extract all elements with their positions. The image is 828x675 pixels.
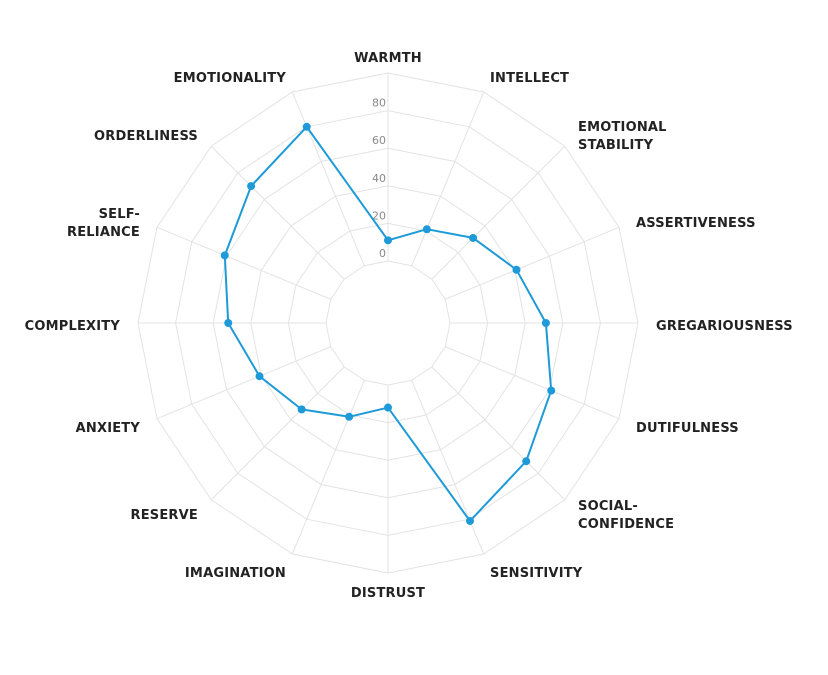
data-point[interactable] bbox=[345, 412, 354, 421]
data-point[interactable] bbox=[297, 405, 306, 414]
tick-label: 60 bbox=[372, 134, 386, 147]
axis-label: DISTRUST bbox=[351, 586, 425, 601]
axis-label: WARMTH bbox=[354, 51, 422, 66]
data-point[interactable] bbox=[220, 251, 229, 260]
axis-label: INTELLECT bbox=[490, 71, 569, 86]
axis-label: RESERVE bbox=[131, 508, 199, 523]
data-point[interactable] bbox=[384, 403, 392, 412]
grid-ring bbox=[325, 260, 451, 386]
grid-spoke bbox=[210, 145, 345, 280]
data-point[interactable] bbox=[522, 457, 531, 466]
axis-label: ASSERTIVENESS bbox=[636, 216, 756, 231]
data-point[interactable] bbox=[547, 386, 556, 395]
data-point[interactable] bbox=[302, 122, 311, 131]
grid-spoke bbox=[291, 380, 365, 555]
axis-label: EMOTIONAL STABILITY bbox=[578, 120, 667, 153]
data-point[interactable] bbox=[422, 225, 431, 234]
axis-label: SELF-RELIANCE bbox=[67, 207, 140, 240]
axis-label: ORDERLINESS bbox=[94, 129, 198, 144]
grid-spoke bbox=[156, 226, 331, 300]
axis-label: ANXIETY bbox=[76, 421, 141, 436]
axis-label: GREGARIOUSNESS bbox=[656, 319, 793, 334]
grid-spoke bbox=[210, 366, 345, 501]
tick-label: 0 bbox=[379, 247, 386, 260]
data-point[interactable] bbox=[469, 233, 478, 242]
tick-label: 80 bbox=[372, 97, 386, 110]
axis-label: COMPLEXITY bbox=[25, 319, 121, 334]
axis-label: SENSITIVITY bbox=[490, 566, 583, 581]
grid-spoke bbox=[445, 346, 620, 420]
grid-spoke bbox=[411, 91, 485, 266]
grid-spoke bbox=[431, 366, 566, 501]
grid-spoke bbox=[431, 145, 566, 280]
axis-label: SOCIAL-CONFIDENCE bbox=[578, 499, 674, 532]
tick-label: 40 bbox=[372, 172, 386, 185]
grid-spoke bbox=[411, 380, 485, 555]
grid-spoke bbox=[445, 226, 620, 300]
data-point[interactable] bbox=[224, 319, 233, 327]
tick-label: 20 bbox=[372, 209, 386, 222]
data-point[interactable] bbox=[512, 265, 521, 274]
data-point[interactable] bbox=[255, 372, 264, 381]
data-point[interactable] bbox=[541, 319, 550, 327]
axis-labels: WARMTH INTELLECT EMOTIONAL STABILITY ASSERTI… bbox=[25, 51, 793, 601]
grid-spoke bbox=[156, 346, 331, 420]
axis-label: EMOTIONALITY bbox=[174, 71, 287, 86]
data-point[interactable] bbox=[466, 516, 475, 525]
data-series bbox=[220, 122, 556, 525]
data-point[interactable] bbox=[247, 182, 256, 191]
axis-label: DUTIFULNESS bbox=[636, 421, 739, 436]
axis-label: IMAGINATION bbox=[185, 566, 286, 581]
radar-grid bbox=[137, 72, 639, 574]
data-point[interactable] bbox=[384, 236, 392, 245]
radial-tick-labels: 0 20 40 60 80 bbox=[372, 97, 386, 260]
grid-spoke bbox=[291, 91, 365, 266]
